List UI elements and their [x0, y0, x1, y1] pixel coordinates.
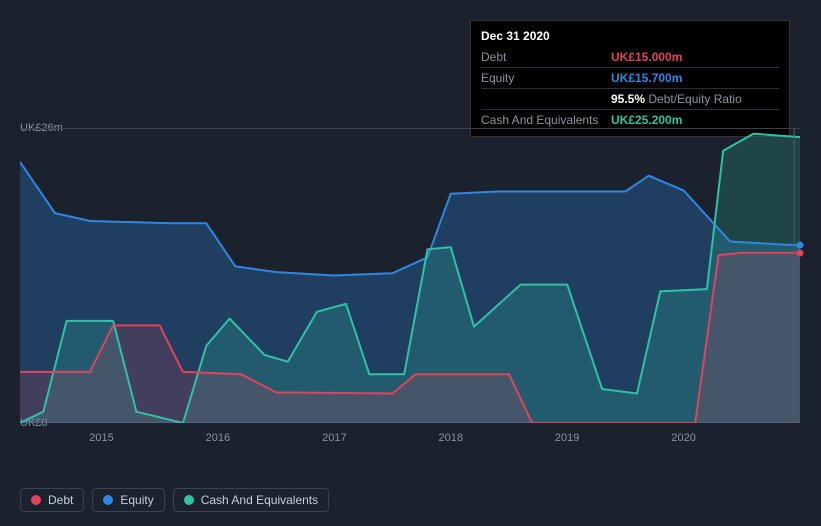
x-tick-label: 2015 — [89, 432, 113, 444]
x-tick-label: 2018 — [438, 432, 462, 444]
tooltip-table: Debt UK£15.000m Equity UK£15.700m 95.5% … — [481, 47, 779, 130]
x-tick-label: 2020 — [671, 432, 695, 444]
legend-item-debt[interactable]: Debt — [20, 488, 84, 512]
x-tick-label: 2019 — [555, 432, 579, 444]
tooltip-row-equity: Equity UK£15.700m — [481, 68, 779, 89]
legend-swatch — [31, 495, 41, 505]
tooltip-row-value: UK£15.000m — [611, 47, 779, 68]
tooltip-row-label: Equity — [481, 68, 611, 89]
legend-item-cash[interactable]: Cash And Equivalents — [173, 488, 329, 512]
x-tick-label: 2017 — [322, 432, 346, 444]
legend-label: Cash And Equivalents — [201, 493, 318, 507]
x-axis-labels: 2015 2016 2017 2018 2019 2020 — [20, 432, 800, 448]
legend-label: Equity — [120, 493, 153, 507]
series-end-marker — [797, 241, 804, 248]
series-end-marker — [797, 249, 804, 256]
x-tick-label: 2016 — [206, 432, 230, 444]
legend: Debt Equity Cash And Equivalents — [20, 488, 329, 512]
tooltip-title: Dec 31 2020 — [481, 27, 779, 45]
tooltip-row-label: Debt — [481, 47, 611, 68]
legend-swatch — [103, 495, 113, 505]
chart-area[interactable]: UK£26m UK£0 201520162017201820192020 — [20, 120, 800, 450]
tooltip-row-label — [481, 89, 611, 110]
tooltip-row-debt: Debt UK£15.000m — [481, 47, 779, 68]
tooltip-row-ratio: 95.5% Debt/Equity Ratio — [481, 89, 779, 110]
chart-plot[interactable] — [20, 128, 800, 423]
legend-item-equity[interactable]: Equity — [92, 488, 164, 512]
legend-label: Debt — [48, 493, 73, 507]
tooltip-row-value: UK£15.700m — [611, 68, 779, 89]
legend-swatch — [184, 495, 194, 505]
tooltip-row-value: 95.5% Debt/Equity Ratio — [611, 89, 779, 110]
